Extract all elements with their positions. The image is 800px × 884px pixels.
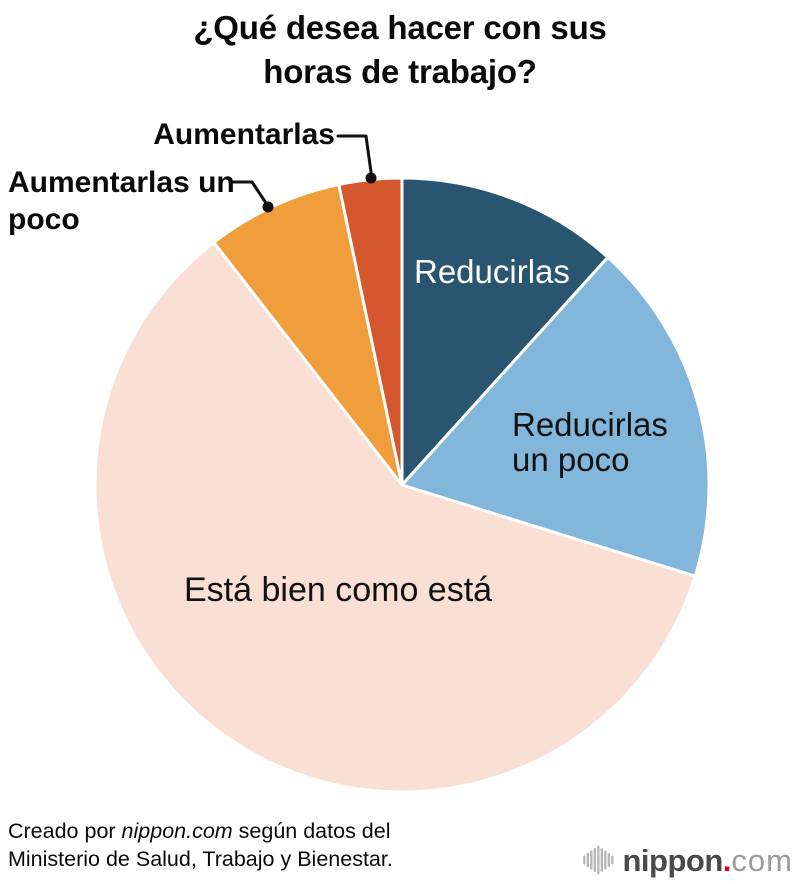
callout-label-aumentarlas-un-poco: Aumentarlas un poco xyxy=(8,166,235,237)
nippon-logo-wordmark: nippon.com xyxy=(623,845,794,876)
callout-line-aumentarlas-un-poco xyxy=(228,180,268,205)
credit-source: nippon.com xyxy=(121,819,233,843)
pie-slice-reducirlas-un-poco xyxy=(400,255,711,578)
logo-tld-text: com xyxy=(731,842,793,878)
nippon-logo: nippon.com xyxy=(582,844,794,876)
logo-dot: . xyxy=(722,842,732,878)
footer-credit: Creado por nippon.com según datos del Mi… xyxy=(8,817,478,873)
pie-slices xyxy=(93,176,711,794)
credit-suffix: según datos del Ministerio de Salud, Tra… xyxy=(8,819,393,871)
slice-label-esta-bien-como-esta: Está bien como está xyxy=(184,571,493,609)
pie-slice-est-bien-como-est- xyxy=(93,240,697,794)
credit-prefix: Creado por xyxy=(8,819,122,843)
soundwave-bars-icon xyxy=(582,845,613,875)
slice-label-reducirlas: Reducirlas xyxy=(414,253,570,290)
logo-brand-text: nippon xyxy=(622,842,724,878)
pie-slice-reducirlas xyxy=(400,176,610,487)
callout-dot-aumentarlas xyxy=(365,172,377,184)
callout-leaders xyxy=(228,134,377,213)
chart-title: ¿Qué desea hacer con sus horas de trabaj… xyxy=(193,9,607,90)
callout-line-aumentarlas xyxy=(336,134,373,174)
callout-dot-aumentarlas-un-poco xyxy=(262,201,274,213)
callout-label-aumentarlas: Aumentarlas xyxy=(153,118,335,151)
slice-label-reducirlas-un-poco: Reducirlas un poco xyxy=(512,406,668,479)
